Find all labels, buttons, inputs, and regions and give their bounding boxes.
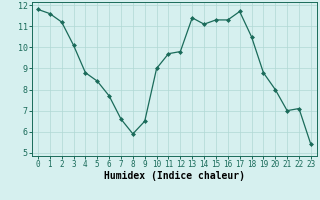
X-axis label: Humidex (Indice chaleur): Humidex (Indice chaleur)	[104, 171, 245, 181]
